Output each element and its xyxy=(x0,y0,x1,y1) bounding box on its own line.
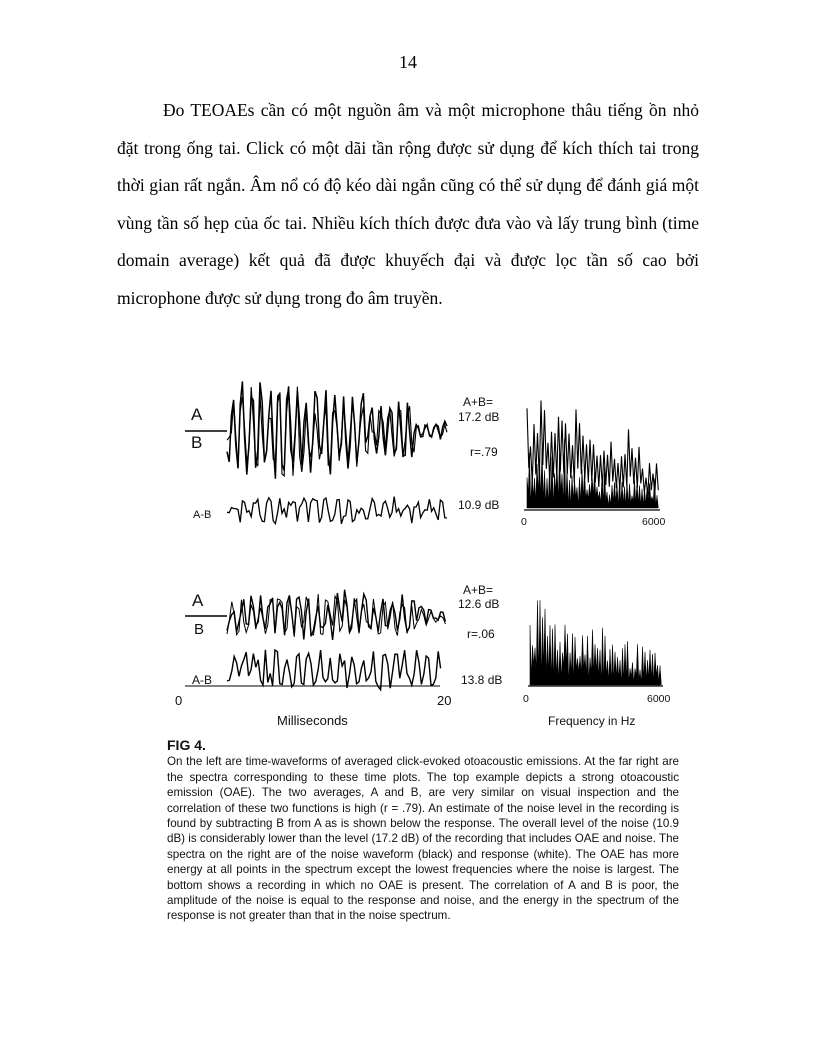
top-noise-waveform xyxy=(226,496,448,526)
body-text: Đo TEOAEs cần có một nguồn âm và một mic… xyxy=(117,92,699,317)
caption-title: FIG 4. xyxy=(167,737,206,753)
top-noise-level: 10.9 dB xyxy=(458,498,499,512)
time-axis-label: Milliseconds xyxy=(277,713,348,728)
bottom-spectrum-max: 6000 xyxy=(647,693,671,705)
time-axis-min: 0 xyxy=(175,693,182,708)
bottom-panel: A B A-B A+B= 12.6 dB r=.06 13.8 dB 0 20 … xyxy=(175,583,671,728)
top-spectrum-min: 0 xyxy=(521,516,527,528)
bottom-label-b: B xyxy=(194,621,204,638)
bottom-spectrum-min: 0 xyxy=(523,693,529,705)
top-label-ab: A-B xyxy=(193,509,211,521)
top-sum-value: 17.2 dB xyxy=(458,410,499,424)
frequency-axis-label: Frequency in Hz xyxy=(548,714,635,728)
figure-caption: FIG 4. On the left are time-waveforms of… xyxy=(167,737,679,924)
bottom-label-a: A xyxy=(192,591,204,610)
top-waveform-b xyxy=(226,386,448,478)
bottom-sum-value: 12.6 dB xyxy=(458,597,499,611)
page-number: 14 xyxy=(399,52,417,72)
figure: A B A-B A+B= 17.2 dB r=.79 10.9 dB 0 600… xyxy=(165,368,685,968)
bottom-noise-level: 13.8 dB xyxy=(461,673,502,687)
paragraph: Đo TEOAEs cần có một nguồn âm và một mic… xyxy=(117,100,699,308)
top-label-b: B xyxy=(191,433,202,452)
top-sum-label: A+B= xyxy=(463,395,493,409)
figure-plots: A B A-B A+B= 17.2 dB r=.79 10.9 dB 0 600… xyxy=(175,381,671,728)
top-noise-spectrum xyxy=(526,439,659,509)
time-axis-max: 20 xyxy=(437,693,451,708)
top-label-a: A xyxy=(191,405,203,424)
bottom-label-ab: A-B xyxy=(192,673,212,687)
bottom-waveform-b xyxy=(226,594,446,637)
top-panel: A B A-B A+B= 17.2 dB r=.79 10.9 dB 0 600… xyxy=(185,381,666,528)
top-response-spectrum xyxy=(526,400,659,496)
top-correlation: r=.79 xyxy=(470,445,498,459)
bottom-noise-waveform xyxy=(226,648,442,692)
caption-text: On the left are time-waveforms of averag… xyxy=(167,755,679,923)
top-spectrum-max: 6000 xyxy=(642,516,666,528)
bottom-sum-label: A+B= xyxy=(463,583,493,597)
bottom-correlation: r=.06 xyxy=(467,627,495,641)
bottom-noise-spectrum xyxy=(529,600,662,686)
